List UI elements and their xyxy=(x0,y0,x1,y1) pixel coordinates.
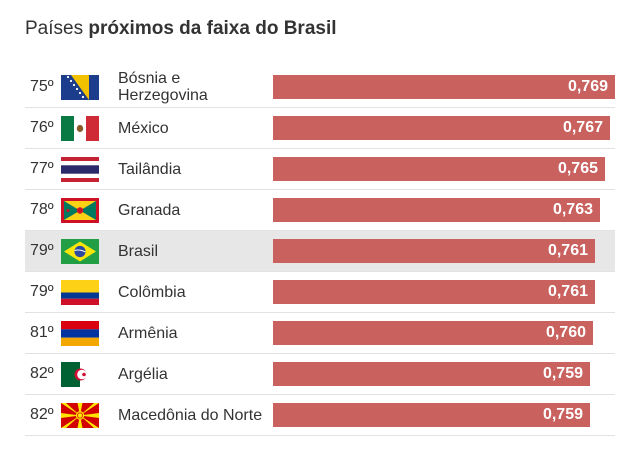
country-label: Argélia xyxy=(118,365,168,383)
country-label: Granada xyxy=(118,201,181,219)
country-label: Bósnia e Herzegovina xyxy=(118,70,208,104)
armenia-flag-icon xyxy=(61,321,99,346)
country-label: Macedônia do Norte xyxy=(118,406,263,424)
bosnia-flag-icon xyxy=(61,75,99,100)
brazil-flag-icon xyxy=(61,239,99,264)
colombia-flag-icon xyxy=(61,280,99,305)
bar-value-label: 0,759 xyxy=(542,365,583,382)
country-label: México xyxy=(118,119,169,137)
country-label: Colômbia xyxy=(118,283,186,301)
bar-value-label: 0,763 xyxy=(552,201,593,218)
bar-value-label: 0,765 xyxy=(557,160,598,177)
bar: 0,761 xyxy=(273,239,595,263)
rank-label: 75º xyxy=(30,78,54,95)
bar: 0,759 xyxy=(273,362,590,386)
rank-label: 79º xyxy=(30,242,54,259)
thailand-flag-icon xyxy=(61,157,99,182)
bar: 0,759 xyxy=(273,403,590,427)
bar: 0,765 xyxy=(273,157,605,181)
bar: 0,761 xyxy=(273,280,595,304)
table-row: 79º Brasil 0,761 xyxy=(25,231,615,272)
bar: 0,763 xyxy=(273,198,600,222)
rank-label: 79º xyxy=(30,283,54,300)
chart-title: Países próximos da faixa do Brasil xyxy=(25,18,337,40)
grenada-flag-icon xyxy=(61,198,99,223)
country-label: Brasil xyxy=(118,242,159,260)
north-macedonia-flag-icon xyxy=(61,403,99,428)
bar-value-label: 0,769 xyxy=(567,78,608,95)
bar-value-label: 0,759 xyxy=(542,406,583,423)
table-row: 77º Tailândia 0,765 xyxy=(25,149,615,190)
table-row: 78º Granada 0,763 xyxy=(25,190,615,231)
bar-value-label: 0,761 xyxy=(547,283,588,300)
chart-title-bold: próximos da faixa do Brasil xyxy=(88,18,337,39)
chart-rows: 75º Bósnia e Herzegovina 0,769 76º México 0,7… xyxy=(25,67,615,436)
bar-value-label: 0,767 xyxy=(562,119,603,136)
rank-label: 77º xyxy=(30,160,54,177)
country-label: Armênia xyxy=(118,324,178,342)
table-row: 81º Armênia 0,760 xyxy=(25,313,615,354)
rank-label: 81º xyxy=(30,324,54,341)
bar: 0,760 xyxy=(273,321,593,345)
bar-value-label: 0,761 xyxy=(547,242,588,259)
table-row: 82º Argélia 0,759 xyxy=(25,354,615,395)
rank-label: 82º xyxy=(30,406,54,423)
country-label: Tailândia xyxy=(118,160,182,178)
chart-title-prefix: Países xyxy=(25,18,89,39)
rank-label: 82º xyxy=(30,365,54,382)
table-row: 75º Bósnia e Herzegovina 0,769 xyxy=(25,67,615,108)
table-row: 76º México 0,767 xyxy=(25,108,615,149)
rank-label: 76º xyxy=(30,119,54,136)
table-row: 79º Colômbia 0,761 xyxy=(25,272,615,313)
mexico-flag-icon xyxy=(61,116,99,141)
rank-label: 78º xyxy=(30,201,54,218)
table-row: 82º Macedônia do Norte 0,759 xyxy=(25,395,615,436)
bar: 0,767 xyxy=(273,116,610,140)
algeria-flag-icon xyxy=(61,362,99,387)
bar-value-label: 0,760 xyxy=(545,324,586,341)
bar: 0,769 xyxy=(273,75,615,99)
